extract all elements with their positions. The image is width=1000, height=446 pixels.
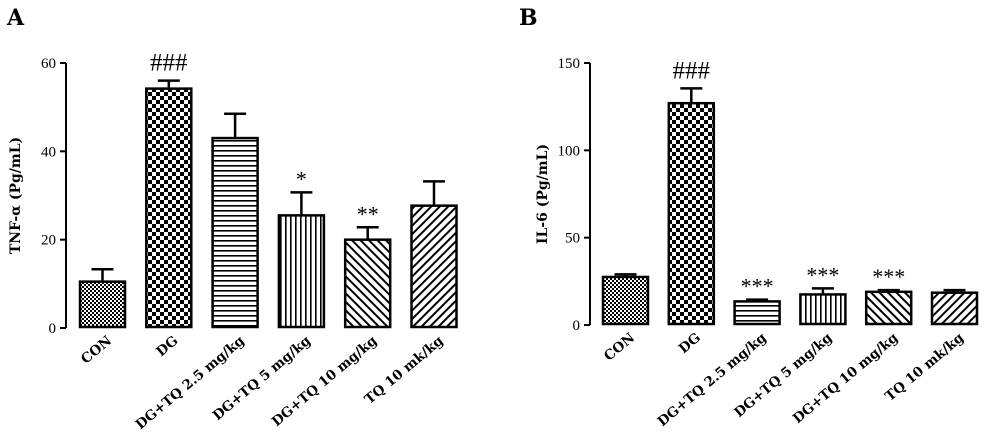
significance-label: ### xyxy=(150,50,188,77)
significance-label: ** xyxy=(357,201,379,226)
panel-letter: A xyxy=(6,5,25,31)
x-tick-label: DG xyxy=(676,330,704,357)
bar xyxy=(410,204,458,329)
x-tick-label: DG+TQ 2.5 mg/kg xyxy=(133,332,248,432)
y-tick-label: 60 xyxy=(41,56,56,72)
significance-label: *** xyxy=(806,262,839,287)
y-tick-label: 150 xyxy=(558,56,581,72)
y-tick-label: 0 xyxy=(573,318,581,334)
y-tick-label: 20 xyxy=(41,233,56,249)
panel-b: B 0 50 100 150 IL-6 (Pg/mL) CON ### DG *** DG+TQ 2… xyxy=(519,5,979,430)
panel-letter: B xyxy=(519,5,538,31)
y-axis-title: IL-6 (Pg/mL) xyxy=(535,144,551,244)
bar xyxy=(78,280,127,329)
significance-label: *** xyxy=(741,274,774,299)
significance-label: ### xyxy=(673,57,711,84)
x-tick-label: CON xyxy=(78,333,115,368)
bar xyxy=(601,275,650,326)
bar xyxy=(733,300,781,326)
bar xyxy=(864,290,913,326)
bar xyxy=(799,293,847,326)
bar xyxy=(667,101,716,326)
bar xyxy=(930,291,979,326)
y-tick-label: 100 xyxy=(558,143,581,159)
bar xyxy=(211,136,259,329)
bar xyxy=(145,87,193,329)
bar xyxy=(277,214,326,329)
bar xyxy=(343,238,392,329)
x-tick-label: DG+TQ 10 mg/kg xyxy=(790,329,902,426)
x-tick-label: CON xyxy=(601,330,638,365)
significance-label: *** xyxy=(872,264,905,289)
y-tick-label: 50 xyxy=(565,231,580,247)
x-tick-label: DG xyxy=(153,333,181,360)
significance-label: * xyxy=(296,166,307,191)
y-tick-label: 0 xyxy=(49,321,57,337)
y-tick-label: 40 xyxy=(41,144,56,160)
y-axis-title: TNF-α (Pg/mL) xyxy=(8,137,24,254)
x-tick-label: DG+TQ 2.5 mg/kg xyxy=(655,329,770,429)
